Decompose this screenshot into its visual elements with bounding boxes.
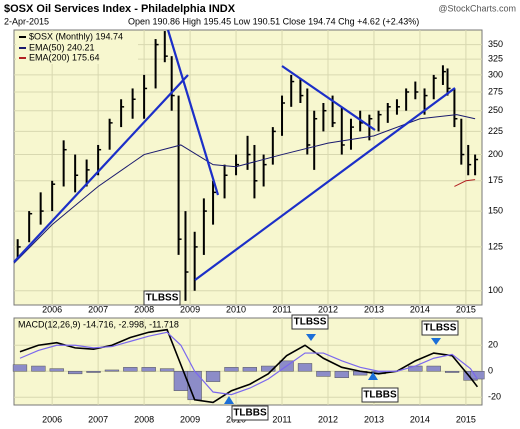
x-tick-label: 2014 [410, 304, 430, 314]
y-tick-label: 250 [488, 105, 503, 115]
histogram-bar [123, 367, 138, 372]
y-tick-label: 200 [488, 149, 503, 159]
x-tick-label: 2009 [180, 414, 200, 424]
y-tick-label: 225 [488, 126, 503, 136]
x-tick-label: 2010 [226, 304, 246, 314]
y-tick-label: 350 [488, 39, 503, 49]
arrow [368, 372, 378, 380]
y-tick-label: 0 [488, 366, 493, 376]
y-tick-label: 175 [488, 175, 503, 185]
x-tick-label: 2007 [88, 414, 108, 424]
histogram-bar [444, 370, 460, 373]
x-tick-label: 2013 [364, 304, 384, 314]
panel-label: MACD(12,26,9) -14.716, -2.998, -11.718 [18, 319, 179, 329]
histogram-bar [261, 365, 276, 372]
x-tick-label: 2015 [456, 414, 476, 424]
x-tick-label: 2007 [88, 304, 108, 314]
ema-line [454, 179, 476, 187]
annotation: TLBSS [424, 323, 457, 334]
histogram-bar [297, 363, 313, 372]
y-tick-label: 125 [488, 241, 503, 251]
x-tick-label: 2012 [318, 304, 338, 314]
annotation: TLBSS [294, 317, 327, 328]
histogram-bar [242, 367, 257, 372]
histogram-bar [49, 368, 64, 372]
arrow [224, 396, 234, 404]
annotation-box [143, 290, 181, 306]
arrow [306, 334, 316, 341]
legend-bg [16, 32, 138, 64]
histogram-bar [205, 370, 221, 382]
annotation: TLBBS [363, 390, 397, 401]
histogram-bar [159, 368, 175, 372]
y-tick-label: 150 [488, 205, 503, 215]
x-tick-label: 2011 [272, 414, 291, 424]
histogram-bar [67, 370, 83, 375]
trendline [166, 29, 220, 196]
legend-label: EMA(200) 175.64 [29, 52, 100, 62]
legend-label: EMA(50) 240.21 [29, 42, 95, 52]
plot-area [13, 317, 483, 406]
x-tick-label: 2009 [180, 304, 200, 314]
histogram-bar [86, 370, 101, 373]
x-tick-label: 2014 [410, 414, 430, 424]
annotation: TLBSS [146, 293, 179, 304]
histogram-bar [141, 367, 156, 372]
annotation-box [291, 314, 329, 330]
histogram-bar [334, 370, 349, 378]
arrows [224, 334, 441, 404]
trendline [194, 87, 456, 281]
legend-label: $OSX (Monthly) 194.74 [29, 31, 123, 41]
quote: Open 190.86 High 195.45 Low 190.51 Close… [128, 16, 419, 26]
annotation-box [231, 405, 269, 421]
x-tick-label: 2006 [42, 414, 62, 424]
watermark: @StockCharts.com [438, 3, 516, 13]
y-tick-label: -20 [488, 392, 501, 402]
annotation-box [421, 320, 459, 336]
x-tick-label: 2013 [364, 414, 384, 424]
annotation: TLBBS [233, 408, 267, 419]
histogram-bar [104, 369, 120, 372]
x-tick-label: 2011 [272, 304, 291, 314]
histogram-bar [12, 364, 28, 372]
x-tick-label: 2012 [318, 414, 338, 424]
x-tick-label: 2008 [134, 304, 154, 314]
arrow [431, 338, 441, 345]
histogram-bar [224, 367, 239, 372]
y-tick-label: 300 [488, 69, 503, 79]
chart-title: $OSX Oil Services Index - Philadelphia I… [4, 3, 236, 15]
macd-panel: -200202006200720082009201020112012201320… [12, 314, 501, 424]
y-tick-label: 275 [488, 86, 503, 96]
date: 2-Apr-2015 [4, 16, 49, 26]
annotation-box [361, 387, 399, 403]
y-tick-label: 325 [488, 54, 503, 64]
histogram-bar [173, 370, 189, 391]
x-tick-label: 2015 [456, 304, 476, 314]
histogram-bar [426, 365, 441, 372]
y-tick-label: 100 [488, 285, 503, 295]
histogram-bar [31, 365, 46, 372]
trendlines [13, 29, 456, 281]
trendline [281, 65, 376, 131]
trendline [13, 74, 189, 263]
y-tick-label: 20 [488, 340, 498, 350]
x-tick-label: 2008 [134, 414, 154, 424]
histogram-bar [316, 370, 331, 377]
macd-line [19, 331, 478, 396]
x-tick-label: 2006 [42, 304, 62, 314]
ema-line [13, 114, 476, 264]
price-panel: 100 125 150 175 200 225 250 275 300 325 350 2006 200… [13, 29, 503, 314]
